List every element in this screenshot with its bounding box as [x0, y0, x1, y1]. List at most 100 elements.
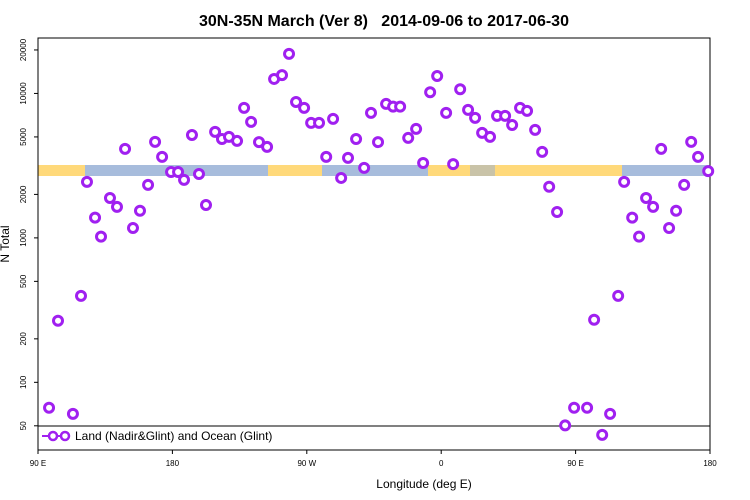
data-point — [417, 156, 430, 169]
y-axis-label: N Total — [0, 225, 12, 262]
data-point — [342, 151, 355, 164]
data-point — [647, 200, 660, 213]
data-point — [178, 173, 191, 186]
data-point — [245, 115, 258, 128]
y-tick-label: 10000 — [19, 82, 28, 105]
chart-title: 30N-35N March (Ver 8) 2014-09-06 to 2017… — [199, 13, 569, 30]
legend-marker — [47, 430, 59, 442]
x-tick-label: 180 — [166, 459, 180, 468]
data-point — [655, 142, 668, 155]
data-point — [402, 131, 415, 144]
data-point — [536, 145, 549, 158]
x-tick-label: 180 — [703, 459, 717, 468]
data-point — [581, 401, 594, 414]
data-point — [447, 158, 460, 171]
data-point — [633, 230, 646, 243]
data-point — [103, 191, 116, 204]
data-point — [596, 428, 609, 441]
y-tick-label: 1000 — [19, 228, 28, 246]
land-ocean-strip — [38, 165, 710, 176]
data-point — [149, 135, 162, 148]
data-point — [365, 106, 378, 119]
data-point — [469, 111, 482, 124]
x-tick-label: 0 — [439, 459, 444, 468]
legend: Land (Nadir&Glint) and Ocean (Glint) — [37, 425, 711, 451]
data-point — [133, 204, 146, 217]
data-point — [358, 161, 371, 174]
data-point — [678, 178, 691, 191]
data-point — [559, 419, 572, 432]
data-point — [192, 167, 205, 180]
data-point — [126, 222, 139, 235]
data-point — [454, 83, 467, 96]
data-point — [640, 191, 653, 204]
data-point — [529, 123, 542, 136]
data-point — [394, 100, 407, 113]
data-point — [543, 180, 556, 193]
data-point — [372, 136, 385, 149]
data-point — [66, 407, 79, 420]
data-point — [200, 198, 212, 211]
y-tick-label: 5000 — [19, 127, 28, 145]
data-point — [410, 122, 423, 135]
data-point — [298, 101, 311, 114]
data-point — [618, 175, 631, 188]
data-point — [238, 101, 251, 114]
series — [43, 47, 715, 441]
data-point — [52, 314, 65, 327]
y-tick-label: 20000 — [19, 38, 28, 61]
data-point — [663, 222, 676, 235]
legend-label: Land (Nadir&Glint) and Ocean (Glint) — [75, 429, 272, 443]
data-point — [75, 289, 88, 302]
data-point — [626, 211, 639, 224]
data-point — [484, 130, 497, 143]
data-point — [119, 142, 132, 155]
plot-frame — [37, 37, 711, 451]
data-point — [692, 150, 705, 163]
data-point — [685, 135, 698, 148]
data-point — [612, 289, 625, 302]
data-point — [290, 95, 303, 108]
data-point — [327, 112, 340, 125]
data-point — [670, 204, 683, 217]
data-point — [142, 178, 155, 191]
data-point — [431, 70, 444, 83]
data-point — [568, 401, 581, 414]
y-tick-label: 500 — [19, 274, 28, 288]
data-point — [499, 109, 512, 122]
data-point — [156, 150, 169, 163]
x-axis-label: Longitude (deg E) — [376, 477, 471, 491]
y-tick-label: 2000 — [19, 185, 28, 203]
data-point — [110, 200, 123, 213]
data-point — [551, 206, 564, 219]
y-tick-label: 50 — [19, 421, 28, 430]
data-point — [276, 69, 289, 82]
data-point — [89, 211, 102, 224]
data-point — [172, 165, 185, 178]
data-point — [462, 103, 475, 116]
data-point — [80, 175, 93, 188]
data-point — [335, 171, 348, 184]
data-point — [350, 132, 363, 145]
data-point — [43, 401, 56, 414]
data-point — [588, 313, 601, 326]
y-tick-label: 100 — [19, 375, 28, 389]
x-tick-label: 90 E — [30, 459, 46, 468]
x-tick-label: 90 W — [297, 459, 316, 468]
y-tick-label: 200 — [19, 332, 28, 346]
data-point — [283, 47, 296, 60]
data-point — [424, 86, 437, 99]
data-point — [209, 125, 222, 138]
data-point — [440, 106, 453, 119]
data-point — [95, 230, 108, 243]
data-point — [320, 150, 333, 163]
data-point — [604, 407, 617, 420]
legend-marker — [59, 430, 71, 442]
data-point — [261, 140, 274, 153]
data-point — [185, 128, 198, 141]
data-point — [231, 134, 244, 147]
data-point — [313, 116, 326, 129]
x-tick-label: 90 E — [567, 459, 583, 468]
